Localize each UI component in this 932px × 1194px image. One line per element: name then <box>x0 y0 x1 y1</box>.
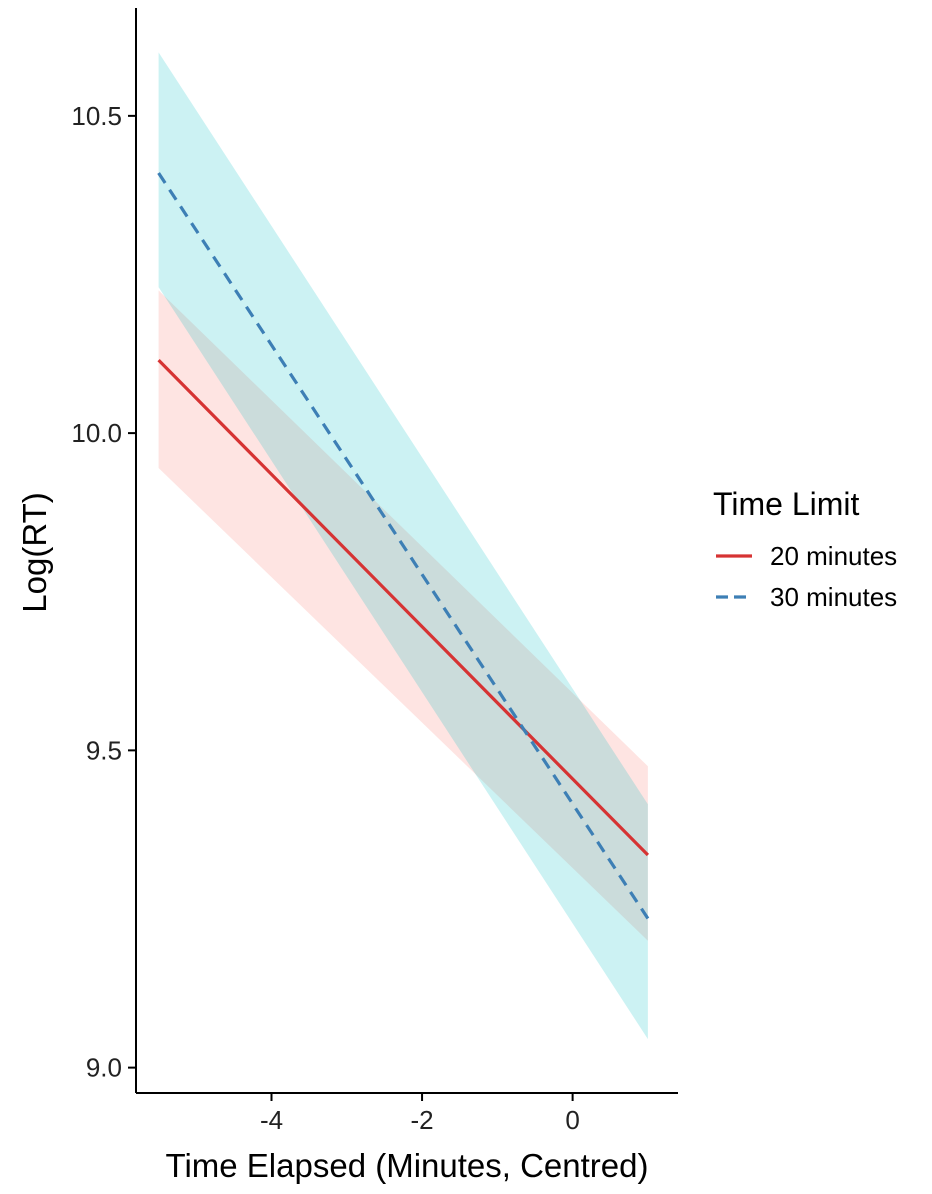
x-axis-title: Time Elapsed (Minutes, Centred) <box>166 1147 649 1184</box>
series-line-1 <box>157 359 650 857</box>
y-axis-title: Log(RT) <box>16 492 53 612</box>
legend-label-1: 20 minutes <box>770 541 897 571</box>
legend-label-2: 30 minutes <box>770 582 897 612</box>
confidence-band-1 <box>158 290 648 941</box>
legend-items: 20 minutes 30 minutes <box>716 541 897 612</box>
axes <box>135 8 678 1094</box>
y-tick-label: 10.5 <box>71 101 122 131</box>
y-tick-label: 9.0 <box>86 1053 122 1083</box>
legend: Time Limit 20 minutes 30 minutes <box>713 486 897 612</box>
x-tick-label: -4 <box>260 1105 283 1135</box>
x-ticks: -4 -2 0 <box>260 1093 580 1135</box>
x-tick-label: -2 <box>410 1105 433 1135</box>
series-line-2 <box>157 172 650 920</box>
series-lines <box>157 172 650 920</box>
y-ticks: 9.0 9.5 10.0 10.5 <box>71 101 136 1083</box>
y-tick-label: 10.0 <box>71 418 122 448</box>
y-tick-label: 9.5 <box>86 735 122 765</box>
legend-title: Time Limit <box>713 486 859 522</box>
x-tick-label: 0 <box>565 1105 579 1135</box>
